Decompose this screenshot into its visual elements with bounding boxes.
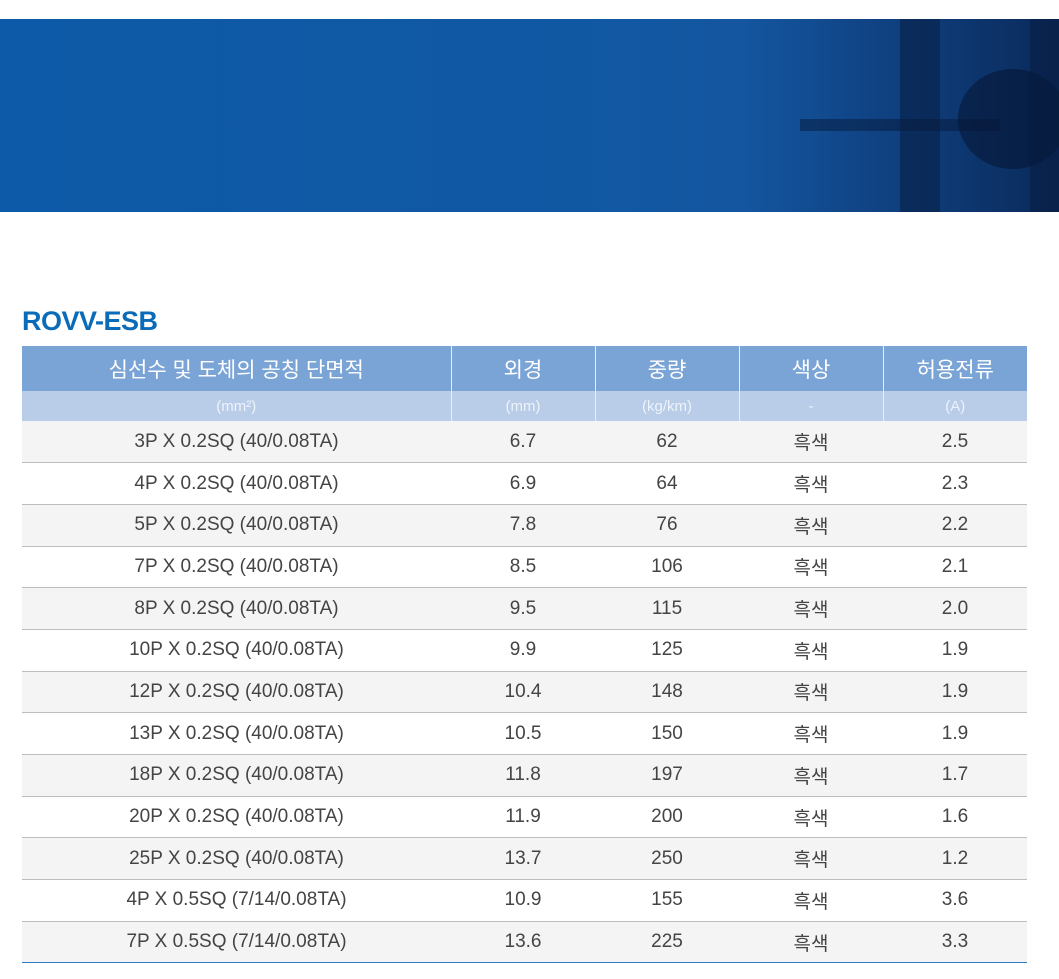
cell-allowable-current: 2.3	[883, 462, 1027, 505]
spec-table: 심선수 및 도체의 공칭 단면적 외경 중량 색상 허용전류 (mm²) (mm) (kg/k…	[22, 346, 1027, 964]
cell-outer-diameter: 10.4	[451, 671, 595, 714]
cell-color: 흑색	[739, 421, 883, 464]
cell-conductor-spec: 4P X 0.2SQ (40/0.08TA)	[22, 462, 451, 505]
header-row: 심선수 및 도체의 공칭 단면적 외경 중량 색상 허용전류	[22, 346, 1027, 391]
cell-color: 흑색	[739, 462, 883, 505]
cell-weight: 150	[595, 712, 739, 755]
cell-allowable-current: 3.3	[883, 921, 1027, 964]
table-row: 10P X 0.2SQ (40/0.08TA) 9.9 125 흑색 1.9	[22, 629, 1027, 672]
cell-outer-diameter: 7.8	[451, 504, 595, 547]
cell-allowable-current: 1.9	[883, 629, 1027, 672]
cell-allowable-current: 1.6	[883, 796, 1027, 839]
cell-allowable-current: 3.6	[883, 879, 1027, 922]
cell-outer-diameter: 13.7	[451, 837, 595, 881]
cell-color: 흑색	[739, 671, 883, 714]
table-row: 4P X 0.2SQ (40/0.08TA) 6.9 64 흑색 2.3	[22, 462, 1027, 505]
cell-allowable-current: 2.2	[883, 504, 1027, 547]
table-row: 18P X 0.2SQ (40/0.08TA) 11.8 197 흑색 1.7	[22, 754, 1027, 797]
cell-allowable-current: 2.0	[883, 587, 1027, 630]
cell-outer-diameter: 10.5	[451, 712, 595, 755]
cell-outer-diameter: 9.5	[451, 587, 595, 630]
cell-outer-diameter: 6.9	[451, 462, 595, 505]
cell-outer-diameter: 13.6	[451, 921, 595, 964]
header-allowable-current: 허용전류	[882, 346, 1027, 391]
table-row: 8P X 0.2SQ (40/0.08TA) 9.5 115 흑색 2.0	[22, 587, 1027, 630]
cell-outer-diameter: 10.9	[451, 879, 595, 922]
unit-weight: (kg/km)	[594, 391, 739, 421]
table-row: 4P X 0.5SQ (7/14/0.08TA) 10.9 155 흑색 3.6	[22, 879, 1027, 922]
cell-color: 흑색	[739, 921, 883, 964]
cell-conductor-spec: 25P X 0.2SQ (40/0.08TA)	[22, 837, 451, 881]
table-row: 20P X 0.2SQ (40/0.08TA) 11.9 200 흑색 1.6	[22, 796, 1027, 839]
cell-color: 흑색	[739, 837, 883, 881]
cell-weight: 225	[595, 921, 739, 964]
cell-conductor-spec: 8P X 0.2SQ (40/0.08TA)	[22, 587, 451, 630]
unit-color: -	[738, 391, 883, 421]
cell-conductor-spec: 7P X 0.5SQ (7/14/0.08TA)	[22, 921, 451, 964]
cell-color: 흑색	[739, 712, 883, 755]
header-conductor-spec: 심선수 및 도체의 공칭 단면적	[22, 346, 451, 391]
table-row: 7P X 0.5SQ (7/14/0.08TA) 13.6 225 흑색 3.3	[22, 921, 1027, 964]
cell-outer-diameter: 11.9	[451, 796, 595, 839]
cell-color: 흑색	[739, 504, 883, 547]
cell-conductor-spec: 3P X 0.2SQ (40/0.08TA)	[22, 421, 451, 464]
cell-allowable-current: 1.7	[883, 754, 1027, 797]
cell-weight: 115	[595, 587, 739, 630]
table-row: 13P X 0.2SQ (40/0.08TA) 10.5 150 흑색 1.9	[22, 712, 1027, 755]
header-outer-diameter: 외경	[450, 346, 595, 391]
cell-conductor-spec: 10P X 0.2SQ (40/0.08TA)	[22, 629, 451, 672]
cell-conductor-spec: 7P X 0.2SQ (40/0.08TA)	[22, 546, 451, 589]
cell-weight: 155	[595, 879, 739, 922]
cell-allowable-current: 2.5	[883, 421, 1027, 464]
cell-weight: 200	[595, 796, 739, 839]
cell-allowable-current: 1.9	[883, 671, 1027, 714]
cell-color: 흑색	[739, 879, 883, 922]
cell-weight: 250	[595, 837, 739, 881]
cell-conductor-spec: 12P X 0.2SQ (40/0.08TA)	[22, 671, 451, 714]
cell-weight: 106	[595, 546, 739, 589]
header-banner-image	[0, 19, 1059, 212]
cell-weight: 197	[595, 754, 739, 797]
cell-conductor-spec: 4P X 0.5SQ (7/14/0.08TA)	[22, 879, 451, 922]
header-weight: 중량	[594, 346, 739, 391]
cell-conductor-spec: 5P X 0.2SQ (40/0.08TA)	[22, 504, 451, 547]
cell-weight: 62	[595, 421, 739, 464]
table-row: 3P X 0.2SQ (40/0.08TA) 6.7 62 흑색 2.5	[22, 421, 1027, 464]
cell-weight: 64	[595, 462, 739, 505]
cell-color: 흑색	[739, 754, 883, 797]
cell-outer-diameter: 8.5	[451, 546, 595, 589]
cell-color: 흑색	[739, 629, 883, 672]
cell-allowable-current: 1.9	[883, 712, 1027, 755]
cell-color: 흑색	[739, 796, 883, 839]
cell-allowable-current: 2.1	[883, 546, 1027, 589]
cell-conductor-spec: 18P X 0.2SQ (40/0.08TA)	[22, 754, 451, 797]
cell-conductor-spec: 13P X 0.2SQ (40/0.08TA)	[22, 712, 451, 755]
unit-allowable-current: (A)	[882, 391, 1027, 421]
cell-weight: 148	[595, 671, 739, 714]
unit-row: (mm²) (mm) (kg/km) - (A)	[22, 391, 1027, 421]
cell-allowable-current: 1.2	[883, 837, 1027, 881]
product-title: ROVV-ESB	[22, 306, 158, 336]
cell-color: 흑색	[739, 546, 883, 589]
cell-weight: 125	[595, 629, 739, 672]
cell-color: 흑색	[739, 587, 883, 630]
unit-conductor-spec: (mm²)	[22, 391, 451, 421]
unit-outer-diameter: (mm)	[450, 391, 595, 421]
header-color: 색상	[738, 346, 883, 391]
table-row: 25P X 0.2SQ (40/0.08TA) 13.7 250 흑색 1.2	[22, 837, 1027, 881]
cell-weight: 76	[595, 504, 739, 547]
cell-outer-diameter: 6.7	[451, 421, 595, 464]
cell-conductor-spec: 20P X 0.2SQ (40/0.08TA)	[22, 796, 451, 839]
cell-outer-diameter: 11.8	[451, 754, 595, 797]
table-row: 7P X 0.2SQ (40/0.08TA) 8.5 106 흑색 2.1	[22, 546, 1027, 589]
cell-outer-diameter: 9.9	[451, 629, 595, 672]
table-row: 5P X 0.2SQ (40/0.08TA) 7.8 76 흑색 2.2	[22, 504, 1027, 547]
table-row: 12P X 0.2SQ (40/0.08TA) 10.4 148 흑색 1.9	[22, 671, 1027, 714]
